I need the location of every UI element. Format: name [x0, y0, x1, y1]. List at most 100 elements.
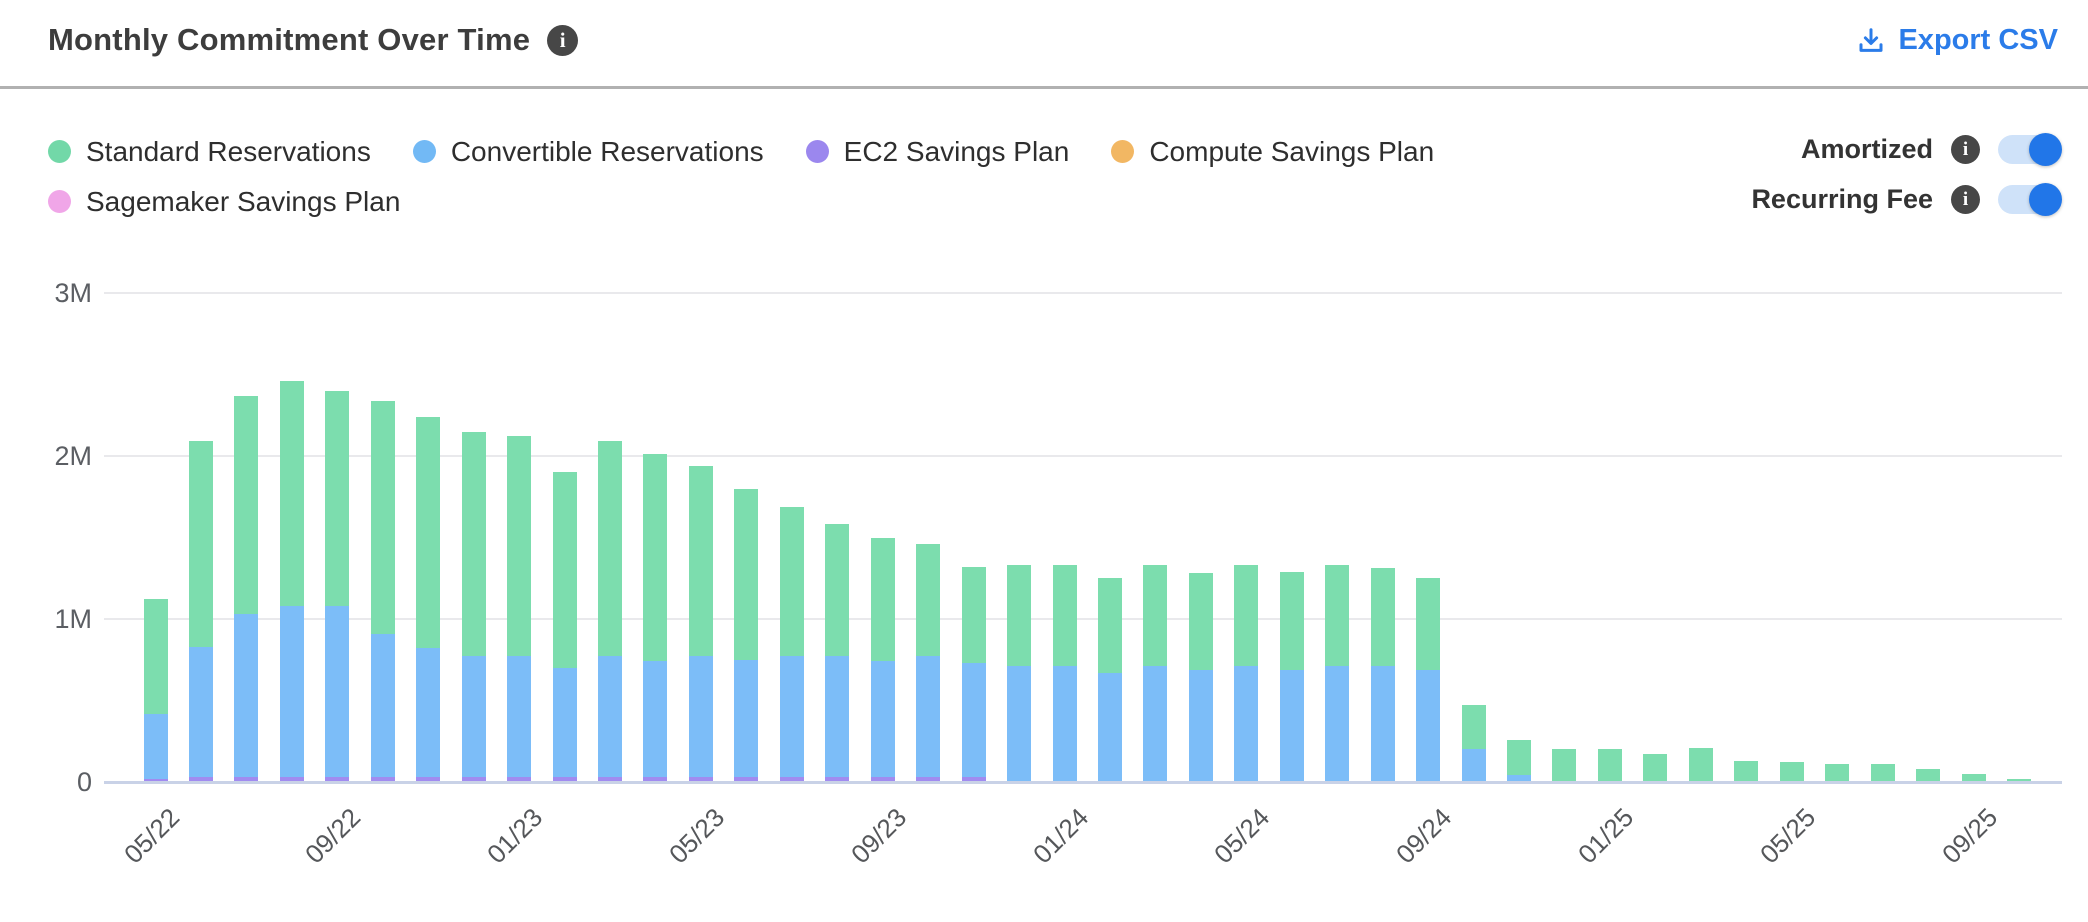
- bar-segment[interactable]: [1052, 666, 1077, 782]
- bar-segment[interactable]: [1825, 764, 1850, 782]
- legend-item-standard[interactable]: Standard Reservations: [48, 133, 371, 170]
- bar-segment[interactable]: [1007, 565, 1032, 667]
- recurring-fee-info-icon[interactable]: i: [1951, 185, 1980, 214]
- bar-segment[interactable]: [461, 431, 486, 657]
- bar-segment[interactable]: [188, 646, 213, 778]
- bar-segment[interactable]: [143, 778, 168, 782]
- bar-segment[interactable]: [961, 566, 986, 663]
- amortized-info-icon[interactable]: i: [1951, 135, 1980, 164]
- bar-segment[interactable]: [688, 465, 713, 657]
- bar-segment[interactable]: [279, 605, 304, 778]
- bar-segment[interactable]: [507, 656, 532, 778]
- legend-item-convertible[interactable]: Convertible Reservations: [412, 133, 764, 170]
- bar-segment[interactable]: [961, 777, 986, 782]
- bar-segment[interactable]: [1279, 571, 1304, 670]
- bar-segment[interactable]: [1416, 669, 1441, 782]
- bar-segment[interactable]: [1325, 666, 1350, 782]
- bar-segment[interactable]: [325, 605, 350, 778]
- bar-segment[interactable]: [870, 537, 895, 662]
- title-info-icon[interactable]: i: [547, 24, 579, 56]
- bar-segment[interactable]: [416, 648, 441, 778]
- bar-segment[interactable]: [552, 472, 577, 668]
- bar-segment[interactable]: [143, 713, 168, 779]
- bar-segment[interactable]: [643, 777, 668, 782]
- bar-segment[interactable]: [1416, 578, 1441, 670]
- legend-item-ec2[interactable]: EC2 Savings Plan: [805, 133, 1069, 170]
- bar-segment[interactable]: [279, 381, 304, 606]
- bar-segment[interactable]: [1188, 573, 1213, 670]
- bar-segment[interactable]: [188, 777, 213, 782]
- bar-segment[interactable]: [370, 777, 395, 782]
- legend-item-compute[interactable]: Compute Savings Plan: [1111, 133, 1434, 170]
- bar-segment[interactable]: [643, 661, 668, 778]
- bar-segment[interactable]: [1143, 565, 1168, 667]
- bar-segment[interactable]: [1688, 747, 1713, 782]
- bar-segment[interactable]: [234, 395, 259, 615]
- bar-segment[interactable]: [2006, 778, 2031, 782]
- bar-segment[interactable]: [461, 656, 486, 778]
- bar-segment[interactable]: [688, 777, 713, 782]
- bar-segment[interactable]: [779, 777, 804, 782]
- bar-segment[interactable]: [916, 656, 941, 778]
- bar-segment[interactable]: [234, 777, 259, 782]
- bar-segment[interactable]: [1961, 773, 1986, 782]
- bar-segment[interactable]: [461, 777, 486, 782]
- bar-segment[interactable]: [552, 667, 577, 778]
- bar-segment[interactable]: [1188, 669, 1213, 782]
- bar-segment[interactable]: [1552, 749, 1577, 782]
- bar-segment[interactable]: [1097, 672, 1122, 782]
- recurring-fee-switch[interactable]: [1998, 183, 2062, 216]
- bar-segment[interactable]: [1052, 565, 1077, 667]
- bar-segment[interactable]: [1370, 666, 1395, 782]
- bar-segment[interactable]: [1143, 666, 1168, 782]
- bar-segment[interactable]: [507, 777, 532, 782]
- bar-segment[interactable]: [416, 416, 441, 649]
- bar-segment[interactable]: [870, 777, 895, 782]
- export-csv-button[interactable]: Export CSV: [1856, 24, 2058, 57]
- bar-segment[interactable]: [1007, 666, 1032, 782]
- bar-segment[interactable]: [1916, 768, 1941, 782]
- bar-segment[interactable]: [1507, 739, 1531, 776]
- bar-segment[interactable]: [1234, 666, 1259, 782]
- bar-segment[interactable]: [870, 661, 895, 778]
- bar-segment[interactable]: [143, 599, 168, 714]
- bar-segment[interactable]: [1279, 669, 1304, 782]
- bar-segment[interactable]: [279, 777, 304, 782]
- bar-segment[interactable]: [825, 524, 850, 657]
- bar-segment[interactable]: [688, 656, 713, 778]
- bar-segment[interactable]: [825, 777, 850, 782]
- bar-segment[interactable]: [416, 777, 441, 782]
- bar-segment[interactable]: [1779, 762, 1804, 782]
- bar-segment[interactable]: [325, 390, 350, 606]
- bar-segment[interactable]: [325, 777, 350, 782]
- bar-segment[interactable]: [370, 633, 395, 778]
- bar-segment[interactable]: [1643, 754, 1668, 782]
- amortized-switch[interactable]: [1998, 133, 2062, 166]
- bar-segment[interactable]: [734, 659, 759, 778]
- bar-segment[interactable]: [598, 777, 622, 782]
- bar-segment[interactable]: [234, 614, 259, 778]
- bar-segment[interactable]: [552, 777, 577, 782]
- bar-segment[interactable]: [916, 777, 941, 782]
- bar-segment[interactable]: [598, 441, 622, 657]
- bar-segment[interactable]: [825, 656, 850, 778]
- bar-segment[interactable]: [1870, 764, 1895, 782]
- bar-segment[interactable]: [961, 663, 986, 778]
- bar-segment[interactable]: [1325, 565, 1350, 667]
- bar-segment[interactable]: [1734, 760, 1759, 782]
- bar-segment[interactable]: [1234, 565, 1259, 667]
- bar-segment[interactable]: [916, 544, 941, 657]
- bar-segment[interactable]: [1461, 705, 1486, 750]
- bar-segment[interactable]: [643, 454, 668, 662]
- bar-segment[interactable]: [1507, 775, 1531, 782]
- bar-segment[interactable]: [598, 656, 622, 778]
- bar-segment[interactable]: [370, 400, 395, 634]
- bar-segment[interactable]: [734, 488, 759, 660]
- bar-segment[interactable]: [779, 506, 804, 657]
- bar-segment[interactable]: [507, 436, 532, 657]
- bar-segment[interactable]: [779, 656, 804, 778]
- bar-segment[interactable]: [1097, 578, 1122, 673]
- bar-segment[interactable]: [1461, 749, 1486, 782]
- bar-segment[interactable]: [1370, 568, 1395, 667]
- legend-item-sagemaker[interactable]: Sagemaker Savings Plan: [48, 183, 400, 220]
